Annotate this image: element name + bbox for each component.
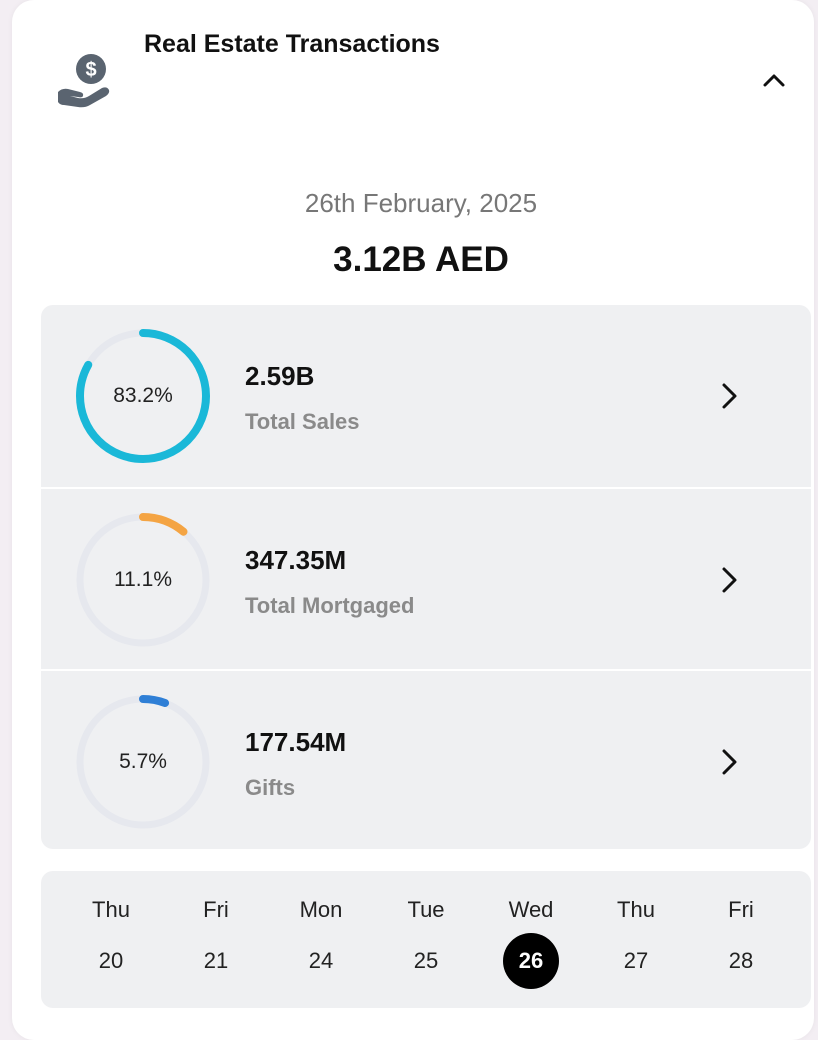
metric-value: 2.59B: [245, 361, 315, 391]
day-name: Thu: [617, 897, 655, 922]
metric-row-total-mortgaged[interactable]: 11.1% 347.35M Total Mortgaged: [41, 487, 811, 669]
percent-label: 5.7%: [119, 750, 167, 773]
day-number: 28: [728, 948, 754, 973]
day-name: Fri: [728, 897, 754, 922]
metric-label: Total Sales: [245, 409, 360, 434]
day-name: Fri: [203, 897, 229, 922]
percent-label: 11.1%: [114, 568, 172, 591]
transactions-card: $ Real Estate Transactions 26th February…: [12, 0, 814, 1040]
metric-value: 177.54M: [245, 727, 347, 757]
day-item[interactable]: Thu 27: [591, 871, 681, 1008]
metrics-panel: 83.2% 2.59B Total Sales 11.1% 347.35M To…: [41, 305, 811, 849]
collapse-button[interactable]: [756, 64, 792, 96]
progress-ring: [76, 329, 210, 463]
card-title: Real Estate Transactions: [144, 30, 440, 58]
day-item[interactable]: Thu 20: [66, 871, 156, 1008]
day-number: 27: [623, 948, 649, 973]
date-selector: Thu 20 Fri 21 Mon 24 Tue 25 Wed 26 Thu 2…: [41, 871, 811, 1008]
chevron-right-icon: [722, 567, 737, 593]
metric-row-total-sales[interactable]: 83.2% 2.59B Total Sales: [41, 305, 811, 485]
chevron-right-icon: [722, 749, 737, 775]
chevron-up-icon: [763, 74, 785, 87]
day-number: 20: [98, 948, 124, 973]
progress-ring: [76, 695, 210, 829]
summary-total: 3.12B AED: [333, 240, 509, 279]
day-item-selected[interactable]: Wed 26: [486, 871, 576, 1008]
day-item[interactable]: Fri 28: [696, 871, 786, 1008]
percent-label: 83.2%: [113, 384, 173, 407]
hand-dollar-icon: $: [58, 54, 110, 108]
metric-row-gifts[interactable]: 5.7% 177.54M Gifts: [41, 669, 811, 849]
metric-value: 347.35M: [245, 545, 347, 575]
day-name: Thu: [92, 897, 130, 922]
day-number-selected: 26: [503, 933, 559, 989]
chevron-right-icon: [722, 383, 737, 409]
day-name: Mon: [299, 897, 343, 922]
summary-date: 26th February, 2025: [304, 188, 538, 218]
svg-text:$: $: [85, 59, 96, 81]
day-number: 24: [308, 948, 334, 973]
metric-label: Gifts: [245, 775, 296, 800]
progress-ring: [76, 513, 210, 647]
day-number: 21: [203, 948, 229, 973]
day-item[interactable]: Tue 25: [381, 871, 471, 1008]
day-name: Wed: [508, 897, 554, 922]
day-item[interactable]: Mon 24: [276, 871, 366, 1008]
day-number: 25: [413, 948, 439, 973]
metric-label: Total Mortgaged: [245, 593, 415, 618]
day-item[interactable]: Fri 21: [171, 871, 261, 1008]
day-name: Tue: [407, 897, 445, 922]
